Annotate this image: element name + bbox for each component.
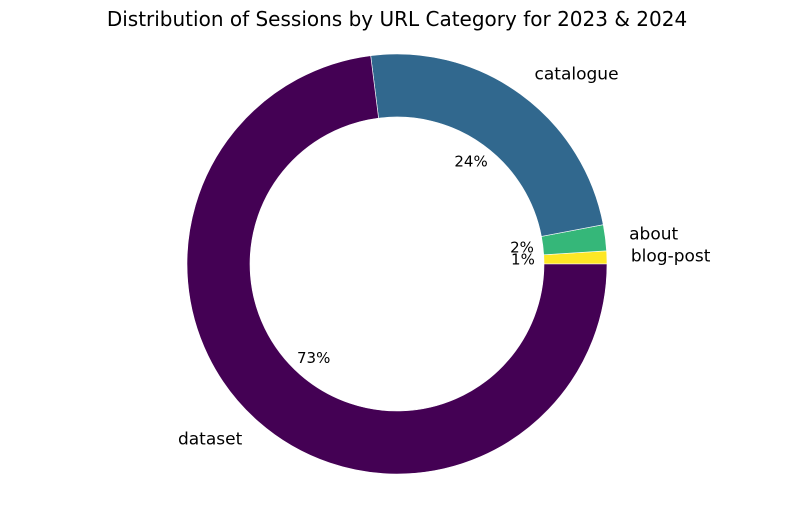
slice-pct-catalogue: 24% <box>454 153 487 171</box>
slice-pct-blog-post: 1% <box>511 251 535 269</box>
slice-pct-dataset: 73% <box>297 349 330 367</box>
slice-label-blog-post: blog-post <box>631 247 711 267</box>
slices-group <box>186 53 608 475</box>
labels-group: blog-post 1% about 2% catalogue 24% dataset 73% <box>178 65 711 450</box>
slice-label-dataset: dataset <box>178 430 243 450</box>
slice-pct-about: 2% <box>510 239 534 257</box>
slice-label-catalogue: catalogue <box>535 65 619 85</box>
slice-label-about: about <box>629 225 678 245</box>
chart-title: Distribution of Sessions by URL Category… <box>107 7 687 31</box>
slice-dataset <box>186 55 608 475</box>
slice-catalogue <box>370 53 604 237</box>
